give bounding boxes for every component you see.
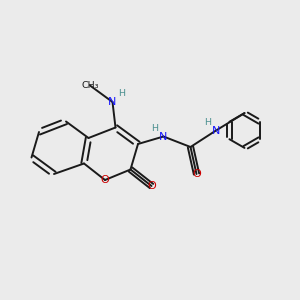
Text: H: H xyxy=(152,124,159,133)
Text: O: O xyxy=(192,169,201,179)
Text: O: O xyxy=(147,181,156,191)
Text: N: N xyxy=(159,131,168,142)
Text: H: H xyxy=(204,118,211,127)
Text: N: N xyxy=(212,125,220,136)
Text: H: H xyxy=(118,89,125,98)
Text: CH₃: CH₃ xyxy=(81,81,99,90)
Text: O: O xyxy=(100,175,109,185)
Text: N: N xyxy=(108,97,117,107)
